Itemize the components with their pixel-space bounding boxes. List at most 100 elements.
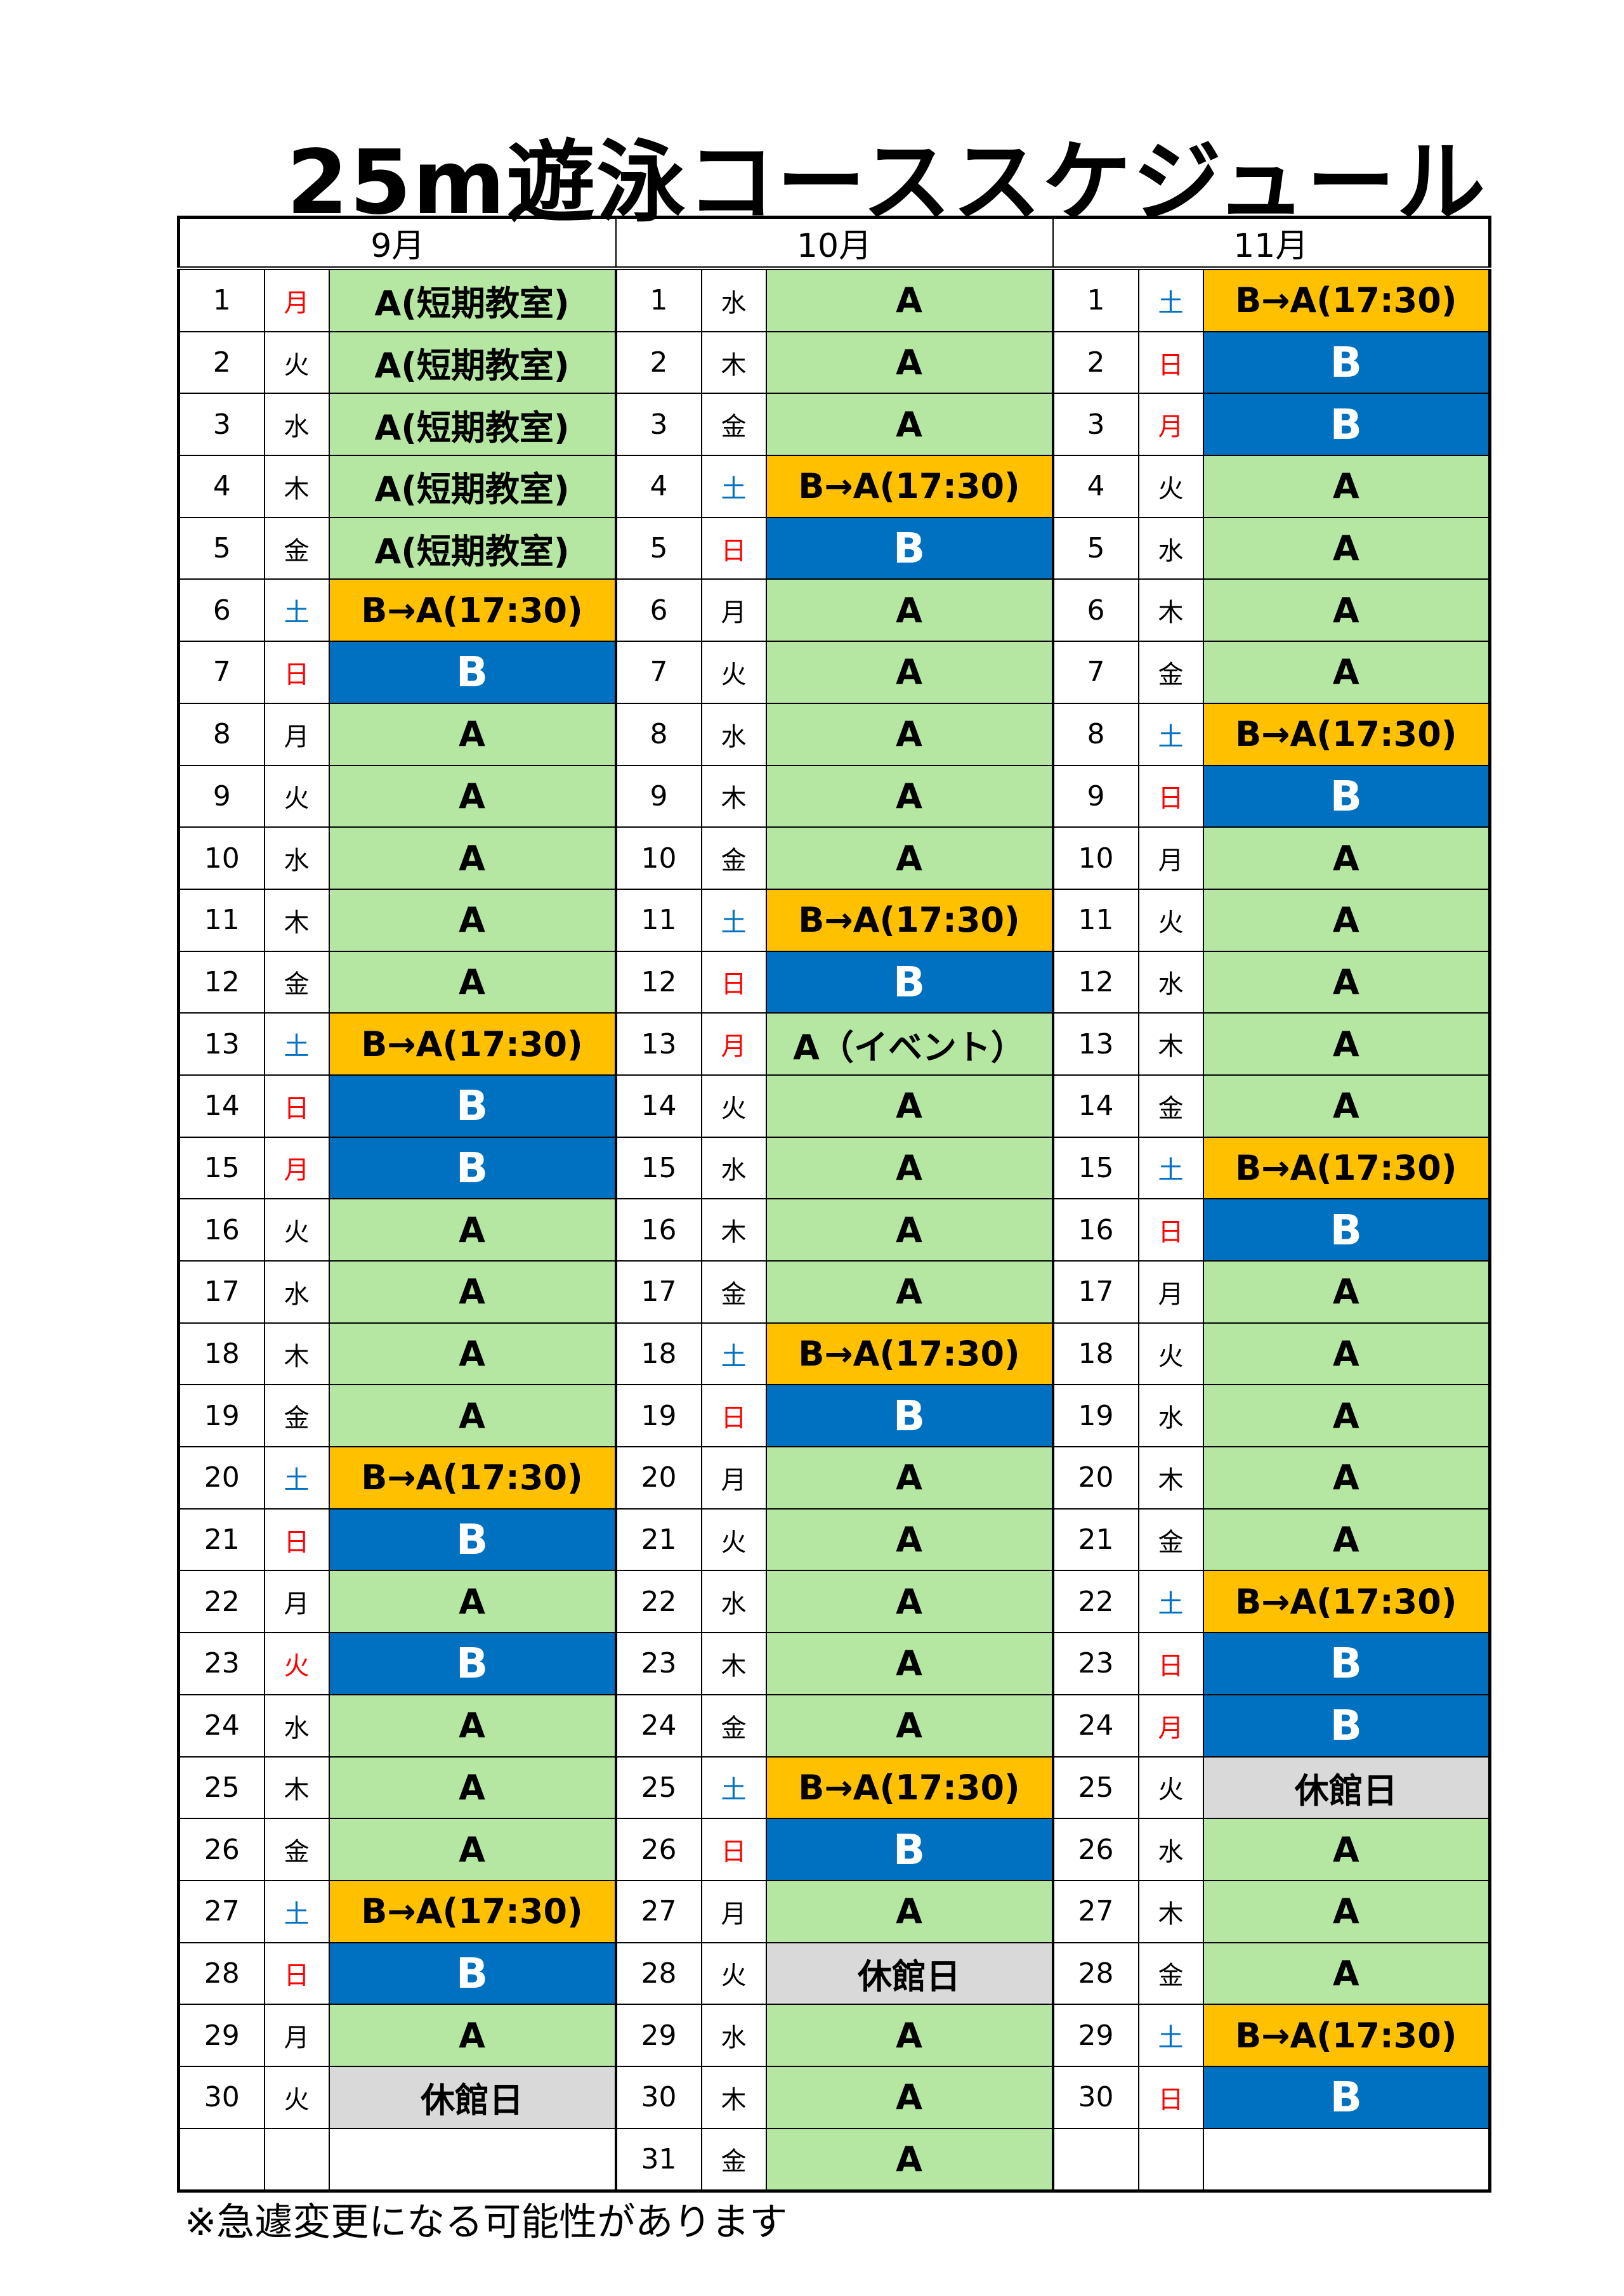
course-schedule-cell: A <box>1202 826 1491 890</box>
day-number: 30 <box>615 2065 702 2129</box>
day-number: 5 <box>615 516 702 580</box>
weekday: 土 <box>1137 2004 1204 2067</box>
weekday: 木 <box>700 764 767 828</box>
day-number: 23 <box>615 1632 702 1695</box>
course-schedule-cell: B <box>765 1384 1054 1448</box>
weekday: 金 <box>700 1693 767 1758</box>
course-schedule-cell: B <box>765 1818 1054 1881</box>
table-row: 21 日 B 21 火 A 21 金 A <box>178 1508 1491 1572</box>
weekday: 日 <box>700 1818 767 1881</box>
day-number: 24 <box>615 1693 702 1758</box>
course-schedule-cell: B <box>1202 1632 1491 1695</box>
weekday: 金 <box>700 2127 767 2192</box>
weekday: 金 <box>700 393 767 457</box>
day-number: 14 <box>178 1074 265 1138</box>
course-schedule-cell: A <box>765 2127 1054 2192</box>
weekday: 土 <box>700 1756 767 1820</box>
course-schedule-cell: A <box>765 1446 1054 1510</box>
course-schedule-cell: A(短期教室) <box>328 268 617 332</box>
day-number: 3 <box>178 393 265 457</box>
weekday: 日 <box>263 1941 330 2006</box>
weekday: 木 <box>1137 1446 1204 1510</box>
table-row: 5 金 A(短期教室) 5 日 B 5 水 A <box>178 516 1491 580</box>
course-schedule-cell: A <box>765 2065 1054 2129</box>
course-schedule-cell: B <box>1202 2065 1491 2129</box>
day-number: 22 <box>615 1570 702 1634</box>
course-schedule-cell: A(短期教室) <box>328 516 617 580</box>
weekday: 日 <box>1137 764 1204 828</box>
weekday: 金 <box>1137 1508 1204 1572</box>
day-number: 23 <box>178 1632 265 1695</box>
table-row: 19 金 A 19 日 B 19 水 A <box>178 1384 1491 1448</box>
table-row: 2 火 A(短期教室) 2 木 A 2 日 B <box>178 330 1491 395</box>
weekday: 火 <box>263 1198 330 1262</box>
day-number: 6 <box>615 578 702 642</box>
weekday: 水 <box>263 826 330 890</box>
weekday: 月 <box>263 2004 330 2067</box>
course-schedule-cell: 休館日 <box>328 2065 617 2129</box>
weekday: 火 <box>263 764 330 828</box>
weekday: 木 <box>263 455 330 518</box>
course-schedule-cell: B→A(17:30) <box>1202 1136 1491 1200</box>
course-schedule-cell: A（イベント） <box>765 1012 1054 1076</box>
weekday: 月 <box>263 268 330 332</box>
day-number: 12 <box>178 950 265 1014</box>
weekday: 水 <box>1137 1384 1204 1448</box>
day-number: 6 <box>178 578 265 642</box>
weekday <box>1137 2127 1204 2192</box>
month-header-row: 9月 10月 11月 <box>178 216 1491 270</box>
day-number: 2 <box>615 330 702 395</box>
weekday: 木 <box>1137 578 1204 642</box>
course-schedule-cell: A <box>765 330 1054 395</box>
weekday: 月 <box>1137 1260 1204 1324</box>
course-schedule-cell: A <box>765 702 1054 766</box>
weekday: 木 <box>263 1756 330 1820</box>
course-schedule-cell: A <box>328 702 617 766</box>
weekday: 土 <box>1137 1136 1204 1200</box>
course-schedule-cell: A <box>765 1570 1054 1634</box>
day-number: 10 <box>615 826 702 890</box>
table-row: 30 火休館日 30 木 A 30 日 B <box>178 2065 1491 2129</box>
day-number: 19 <box>615 1384 702 1448</box>
day-number: 9 <box>615 764 702 828</box>
day-number: 22 <box>1052 1570 1139 1634</box>
weekday: 月 <box>1137 1693 1204 1758</box>
weekday: 火 <box>700 1508 767 1572</box>
day-number: 12 <box>615 950 702 1014</box>
table-row: 23 火 B 23 木 A 23 日 B <box>178 1632 1491 1695</box>
course-schedule-cell: B <box>328 1941 617 2006</box>
day-number: 4 <box>1052 455 1139 518</box>
course-schedule-cell: A <box>328 2004 617 2067</box>
course-schedule-cell: A <box>765 1632 1054 1695</box>
course-schedule-cell: A <box>1202 1879 1491 1943</box>
day-number: 19 <box>1052 1384 1139 1448</box>
day-number: 26 <box>1052 1818 1139 1881</box>
weekday: 日 <box>700 950 767 1014</box>
day-number: 14 <box>1052 1074 1139 1138</box>
course-schedule-cell: B <box>1202 330 1491 395</box>
course-schedule-cell: A <box>765 826 1054 890</box>
day-number: 26 <box>178 1818 265 1881</box>
day-number: 7 <box>178 641 265 704</box>
course-schedule-cell: A <box>765 268 1054 332</box>
course-schedule-cell: A <box>765 1136 1054 1200</box>
day-number: 13 <box>1052 1012 1139 1076</box>
table-row: 16 火 A 16 木 A 16 日 B <box>178 1198 1491 1262</box>
course-schedule-cell: B <box>328 1508 617 1572</box>
weekday: 水 <box>700 268 767 332</box>
day-number: 20 <box>615 1446 702 1510</box>
course-schedule-cell: B→A(17:30) <box>328 1446 617 1510</box>
footnote: ※急遽変更になる可能性があります <box>185 2200 788 2245</box>
weekday: 日 <box>1137 330 1204 395</box>
weekday: 水 <box>700 2004 767 2067</box>
weekday: 木 <box>700 2065 767 2129</box>
weekday: 水 <box>263 393 330 457</box>
day-number: 15 <box>178 1136 265 1200</box>
day-number: 28 <box>615 1941 702 2006</box>
course-schedule-cell: A <box>765 1879 1054 1943</box>
course-schedule-cell: B <box>328 1136 617 1200</box>
day-number: 1 <box>615 268 702 332</box>
day-number: 16 <box>178 1198 265 1262</box>
weekday: 金 <box>263 1384 330 1448</box>
course-schedule-cell: A <box>1202 641 1491 704</box>
